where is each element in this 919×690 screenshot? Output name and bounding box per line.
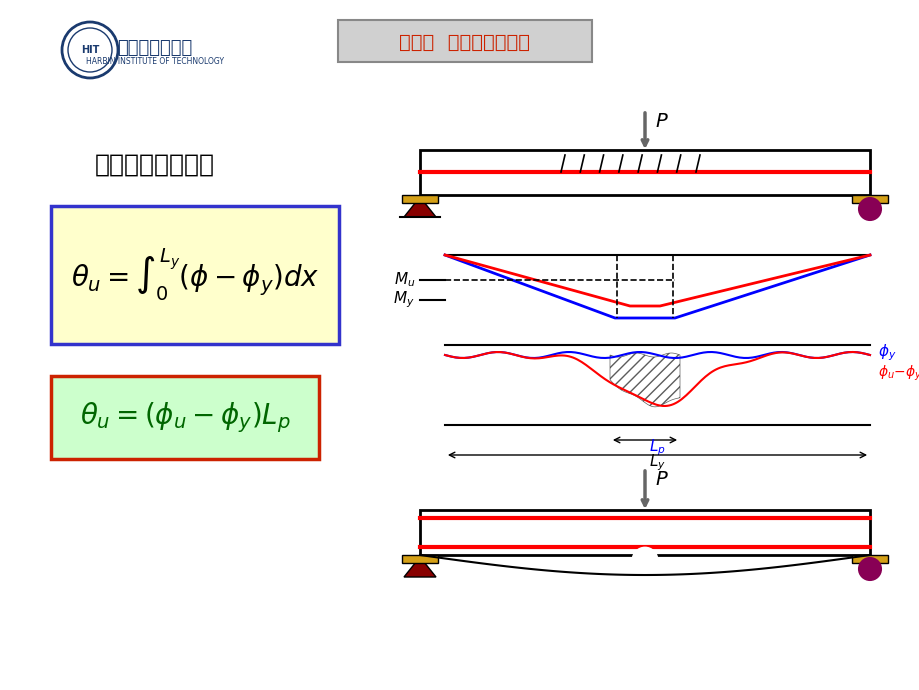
FancyBboxPatch shape	[51, 376, 319, 459]
Polygon shape	[403, 197, 436, 217]
Text: $L_p$: $L_p$	[649, 437, 665, 457]
Text: $M_y$: $M_y$	[393, 290, 414, 310]
Text: $P$: $P$	[654, 112, 668, 131]
Text: $\theta_u = (\phi_u - \phi_y)L_p$: $\theta_u = (\phi_u - \phi_y)L_p$	[80, 401, 290, 435]
Text: $L_y$: $L_y$	[648, 452, 665, 473]
Polygon shape	[403, 557, 436, 577]
Bar	[420, 150, 869, 195]
Text: $\theta_u = \int_0^{L_y}(\phi - \phi_y)dx$: $\theta_u = \int_0^{L_y}(\phi - \phi_y)d…	[71, 246, 319, 304]
Text: $M_u$: $M_u$	[393, 270, 414, 289]
Text: 第九章  混凝土平面楼盖: 第九章 混凝土平面楼盖	[399, 32, 530, 52]
Bar	[402, 555, 437, 563]
Text: 哈尔滨工业大学: 哈尔滨工业大学	[118, 39, 192, 57]
Bar	[851, 195, 887, 203]
Circle shape	[632, 548, 656, 572]
Bar	[402, 195, 437, 203]
Text: HARBIN INSTITUTE OF TECHNOLOGY: HARBIN INSTITUTE OF TECHNOLOGY	[85, 57, 223, 66]
FancyBboxPatch shape	[337, 20, 591, 62]
Text: $\phi_u{-}\phi_y$: $\phi_u{-}\phi_y$	[877, 364, 919, 383]
Text: $\phi_y$: $\phi_y$	[877, 343, 895, 364]
Text: HIT: HIT	[81, 45, 99, 55]
Text: $P$: $P$	[654, 470, 668, 489]
Circle shape	[858, 558, 880, 580]
FancyBboxPatch shape	[51, 206, 338, 344]
Circle shape	[858, 198, 880, 220]
Bar	[851, 555, 887, 563]
Text: 塑性铰的转动能力: 塑性铰的转动能力	[95, 153, 215, 177]
Bar	[420, 510, 869, 555]
